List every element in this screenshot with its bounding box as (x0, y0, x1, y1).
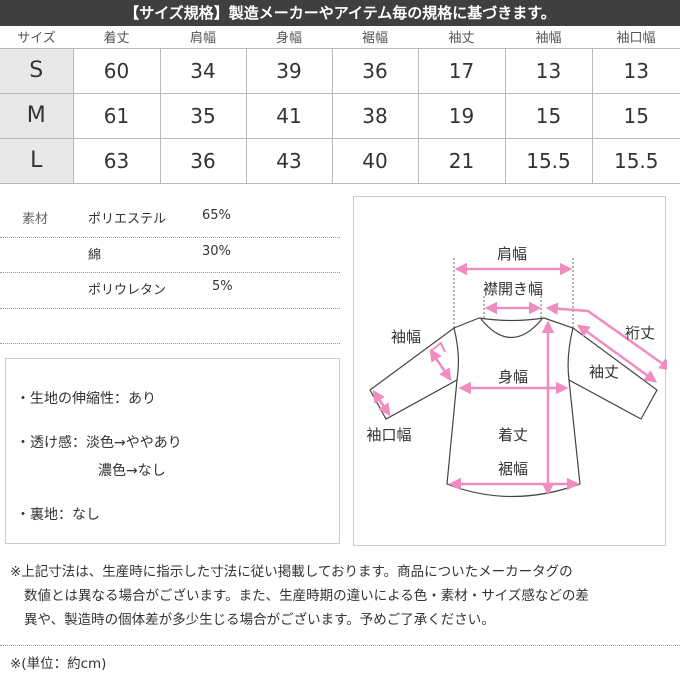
label-length: 着丈 (498, 426, 528, 444)
material-name: ポリエステル (88, 212, 167, 227)
materials-label: 素材 (22, 212, 49, 227)
disclaimer-line: 数値とは異なる場合がございます。また、生産時期の違いによる色・素材・サイズ感など… (24, 588, 589, 604)
col-header: 袖幅 (535, 31, 562, 47)
label-sleeve-length: 袖丈 (589, 363, 619, 381)
table-cell: 19 (417, 92, 506, 139)
label-sleeve-width: 袖幅 (391, 328, 421, 346)
material-row: ポリウレタン 5% (0, 273, 340, 309)
disclaimer-line: ※上記寸法は、生産時に指示した寸法に従い掲載しております。商品についたメーカータ… (10, 564, 573, 580)
table-row: S 60 34 39 36 17 13 13 (0, 47, 680, 94)
materials: 素材 ポリエステル 65% 綿 30% ポリウレタン 5% (0, 202, 340, 344)
table-cell: 35 (159, 92, 247, 139)
table-header-row: サイズ 着丈 肩幅 身幅 裾幅 袖丈 袖幅 袖口幅 (0, 26, 680, 48)
col-header: 身幅 (275, 31, 302, 47)
size-label: M (0, 92, 74, 139)
material-pct: 30% (202, 243, 231, 259)
material-row-empty (0, 309, 340, 344)
size-label: S (0, 47, 74, 94)
note-stretch: ・生地の伸縮性：あり (16, 391, 156, 407)
col-header: 肩幅 (189, 31, 216, 47)
label-yuki: 裄丈 (625, 324, 655, 342)
disclaimer: ※上記寸法は、生産時に指示した寸法に従い掲載しております。商品についたメーカータ… (10, 560, 675, 632)
measurement-diagram: 肩幅 襟開き幅 袖幅 身幅 袖丈 裄丈 袖口幅 着丈 裾幅 (353, 196, 667, 546)
size-label: L (0, 137, 74, 184)
table-cell: 17 (417, 47, 506, 94)
table-cell: 36 (159, 137, 247, 184)
unit-note: ※(単位：約cm) (10, 656, 107, 672)
col-header: 裾幅 (361, 31, 388, 47)
size-table: サイズ 着丈 肩幅 身幅 裾幅 袖丈 袖幅 袖口幅 S 60 34 39 36 17 13 1… (0, 26, 680, 184)
table-cell: 63 (72, 137, 161, 184)
table-cell: 41 (245, 92, 333, 139)
table-cell: 34 (159, 47, 247, 94)
table-cell: 15.5 (591, 137, 680, 184)
page-title: 【サイズ規格】製造メーカーやアイテム毎の規格に基づきます。 (0, 0, 680, 26)
divider (0, 645, 680, 646)
label-shoulder: 肩幅 (497, 245, 527, 263)
note-lining: ・裏地：なし (16, 507, 100, 523)
table-cell: 15 (591, 92, 680, 139)
note-sheer: ・透け感：淡色→ややあり (16, 435, 182, 451)
material-row: 綿 30% (0, 238, 340, 273)
table-cell: 36 (331, 47, 419, 94)
disclaimer-line: 異や、製造時の個体差が多少生じる場合がございます。予めご了承ください。 (24, 612, 495, 628)
table-row: L 63 36 43 40 21 15.5 15.5 (0, 137, 680, 184)
table-cell: 38 (331, 92, 419, 139)
col-header: 着丈 (103, 31, 130, 47)
note-sheer-dark: 濃色→なし (98, 463, 166, 479)
table-cell: 39 (245, 47, 333, 94)
table-cell: 40 (331, 137, 419, 184)
fabric-notes: ・生地の伸縮性：あり ・透け感：淡色→ややあり 濃色→なし ・裏地：なし (5, 358, 340, 544)
material-pct: 5% (212, 279, 233, 294)
measurement-arrows (372, 262, 667, 496)
label-hem: 裾幅 (498, 460, 528, 478)
col-header: 袖口幅 (616, 31, 656, 47)
table-cell: 15.5 (504, 137, 593, 184)
table-cell: 43 (245, 137, 333, 184)
material-name: ポリウレタン (88, 283, 167, 298)
table-cell: 15 (504, 92, 593, 139)
material-row: 素材 ポリエステル 65% (0, 202, 340, 238)
material-name: 綿 (88, 247, 102, 263)
label-body: 身幅 (498, 368, 528, 386)
col-header: 袖丈 (448, 31, 475, 47)
material-pct: 65% (202, 208, 231, 223)
label-cuff: 袖口幅 (366, 426, 411, 444)
table-cell: 13 (504, 47, 593, 94)
table-row: M 61 35 41 38 19 15 15 (0, 92, 680, 139)
col-header: サイズ (17, 31, 56, 47)
table-cell: 61 (72, 92, 161, 139)
table-cell: 21 (417, 137, 506, 184)
table-cell: 60 (72, 47, 161, 94)
label-neck: 襟開き幅 (483, 280, 543, 298)
table-cell: 13 (591, 47, 680, 94)
